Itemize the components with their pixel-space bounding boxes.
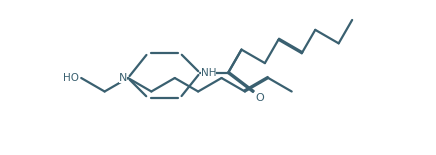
Text: NH: NH [201, 69, 217, 78]
Text: O: O [255, 93, 264, 103]
Text: N: N [119, 73, 127, 83]
Text: HO: HO [63, 73, 79, 83]
